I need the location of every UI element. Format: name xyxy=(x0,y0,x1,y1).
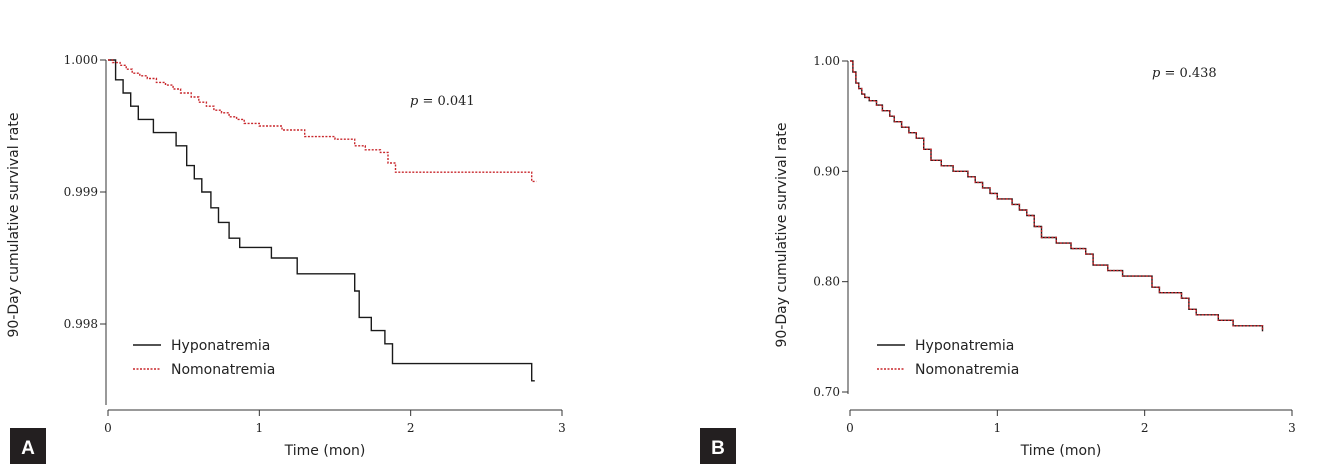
panel-b-x-tick-label: 3 xyxy=(1288,421,1296,435)
panel-a-legend-label-nomonatremia: Nomonatremia xyxy=(171,362,275,378)
panel-a-x-tick-label: 1 xyxy=(256,421,264,435)
panel-b-legend-label-nomonatremia: Nomonatremia xyxy=(915,362,1019,378)
panel-a-x-tick-label: 3 xyxy=(558,421,566,435)
panel-a-legend-label-hyponatremia: Hyponatremia xyxy=(171,338,270,354)
panel-b-x-tick-label: 2 xyxy=(1141,421,1149,435)
panel-a-p-value-symbol: p xyxy=(410,94,419,109)
panel-b-tag-box xyxy=(700,428,736,464)
panel-a-x-tick-label: 0 xyxy=(104,421,112,435)
panel-b-x-axis-title: Time (mon) xyxy=(1020,443,1102,459)
panel-a-series-nomonatremia-line xyxy=(108,59,537,183)
panel-b-y-axis-title: 90-Day cumulative survival rate xyxy=(774,123,790,348)
panel-b-y-tick-label: 1.00 xyxy=(813,54,840,68)
panel-a-y-axis-title: 90-Day cumulative survival rate xyxy=(6,113,22,338)
panel-b-y-tick-label: 0.70 xyxy=(813,385,840,399)
panel-b-p-value-text: = 0.438 xyxy=(1160,66,1216,81)
panel-a-y-tick-label: 1.000 xyxy=(64,53,98,67)
panel-b-series-nomonatremia-line xyxy=(850,60,1264,332)
panel-b-y-tick-label: 0.80 xyxy=(813,275,840,289)
panel-b-legend-label-hyponatremia: Hyponatremia xyxy=(915,338,1014,354)
panel-b-x-tick-label: 1 xyxy=(994,421,1002,435)
panel-b-series-hyponatremia-line xyxy=(850,60,1264,332)
panel-a-x-tick-label: 2 xyxy=(407,421,415,435)
panel-b: 1.00 0.90 0.80 0.70 0 1 2 3 Time (mon) 90-Day cum… xyxy=(700,54,1296,464)
panel-b-p-value-symbol: p xyxy=(1152,66,1161,81)
panel-a-p-value: p = 0.041 xyxy=(410,94,475,109)
panel-a-series-hyponatremia-line xyxy=(108,59,535,382)
panel-a-tag-box xyxy=(10,428,46,464)
panel-a-y-tick-label: 0.998 xyxy=(64,317,98,331)
panel-a-p-value-text: = 0.041 xyxy=(418,94,474,109)
panel-a-y-tick-label: 0.999 xyxy=(64,185,98,199)
panel-b-p-value: p = 0.438 xyxy=(1152,66,1217,81)
panel-b-y-tick-label: 0.90 xyxy=(813,164,840,178)
panel-b-x-tick-label: 0 xyxy=(846,421,854,435)
panel-a: 1.000 0.999 0.998 0 1 2 3 Time (mon) 90-Day cumu… xyxy=(6,53,566,464)
panel-a-x-axis-title: Time (mon) xyxy=(284,443,366,459)
panel-b-tag-label: B xyxy=(711,438,725,459)
panel-a-tag-label: A xyxy=(21,438,35,459)
